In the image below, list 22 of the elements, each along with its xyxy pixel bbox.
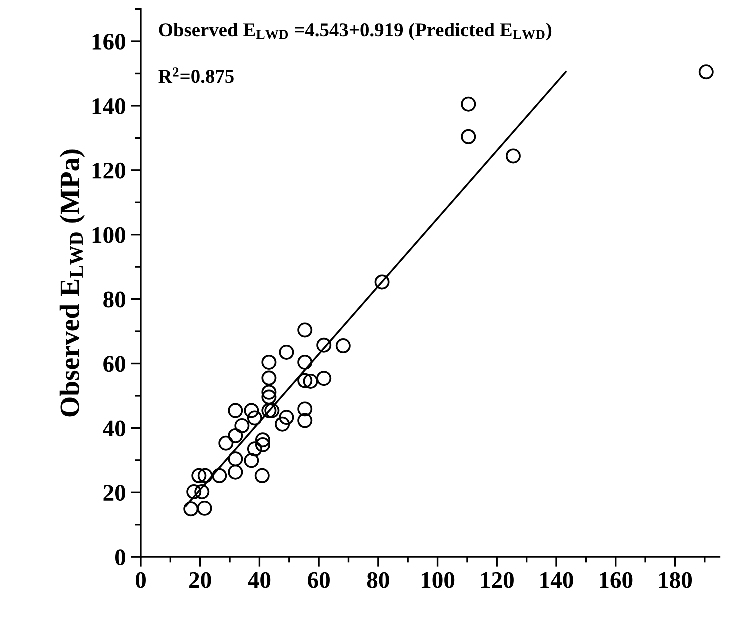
x-tick-label: 20	[190, 572, 212, 588]
x-tick-label: 160	[600, 572, 633, 588]
x-tick-label: 120	[481, 572, 514, 588]
x-tick-label: 40	[248, 572, 271, 588]
x-tick-label: 100	[422, 572, 455, 588]
y-tick-label: 40	[103, 420, 126, 437]
y-tick-label: 120	[92, 162, 126, 179]
x-tick-label: 180	[659, 572, 692, 588]
x-tick-label: 0	[136, 572, 146, 588]
y-tick-label: 20	[104, 485, 126, 502]
y-tick-label: 60	[104, 356, 126, 372]
annotation: R$^{2}$=0.875	[158, 68, 234, 84]
x-tick-label: 140	[540, 572, 574, 588]
y-tick-label: 160	[92, 34, 126, 50]
y-axis-title: Observed E$_{LWD}$ (MPa)	[60, 150, 86, 417]
y-tick-label: 100	[92, 227, 126, 244]
y-tick-label: 80	[104, 292, 126, 308]
y-tick-label: 140	[92, 98, 126, 114]
y-tick-label: 0	[115, 550, 126, 566]
x-tick-label: 60	[308, 572, 330, 588]
x-tick-label: 80	[367, 572, 390, 588]
annotation: Observed E$_{LWD}$ =4.543+0.919 (Predicted E$_{LWD}$)	[159, 22, 552, 41]
